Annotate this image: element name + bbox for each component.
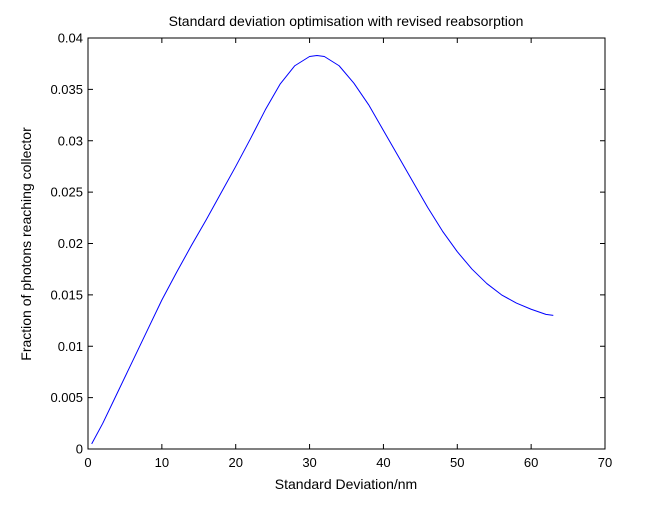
x-tick-label: 20	[228, 455, 242, 470]
y-tick-label: 0.005	[50, 390, 83, 405]
y-tick-label: 0.01	[58, 339, 83, 354]
x-tick-label: 50	[450, 455, 464, 470]
x-axis-title: Standard Deviation/nm	[275, 476, 417, 492]
y-axis-title: Fraction of photons reaching collector	[18, 127, 34, 361]
chart-title: Standard deviation optimisation with rev…	[169, 13, 524, 29]
x-tick-label: 60	[524, 455, 538, 470]
series-line-0	[91, 54, 554, 445]
y-tick-label: 0	[76, 442, 83, 457]
x-tick-label: 10	[155, 455, 169, 470]
y-tick-label: 0.015	[50, 287, 83, 302]
plot-area: 0 10 20 30 40 50 60 70 0 0.005 0.01 0.015 0.02 0.025 0…	[50, 31, 612, 471]
x-tick-label: 30	[302, 455, 316, 470]
x-tick-label: 40	[376, 455, 390, 470]
x-tick-label: 70	[598, 455, 612, 470]
y-tick-label: 0.02	[58, 236, 83, 251]
y-tick-label: 0.035	[50, 82, 83, 97]
y-tick-label: 0.03	[58, 133, 83, 148]
y-tick-label: 0.04	[58, 31, 83, 46]
x-tick-label: 0	[84, 455, 91, 470]
y-tick-label: 0.025	[50, 185, 83, 200]
axes-box	[87, 37, 606, 450]
